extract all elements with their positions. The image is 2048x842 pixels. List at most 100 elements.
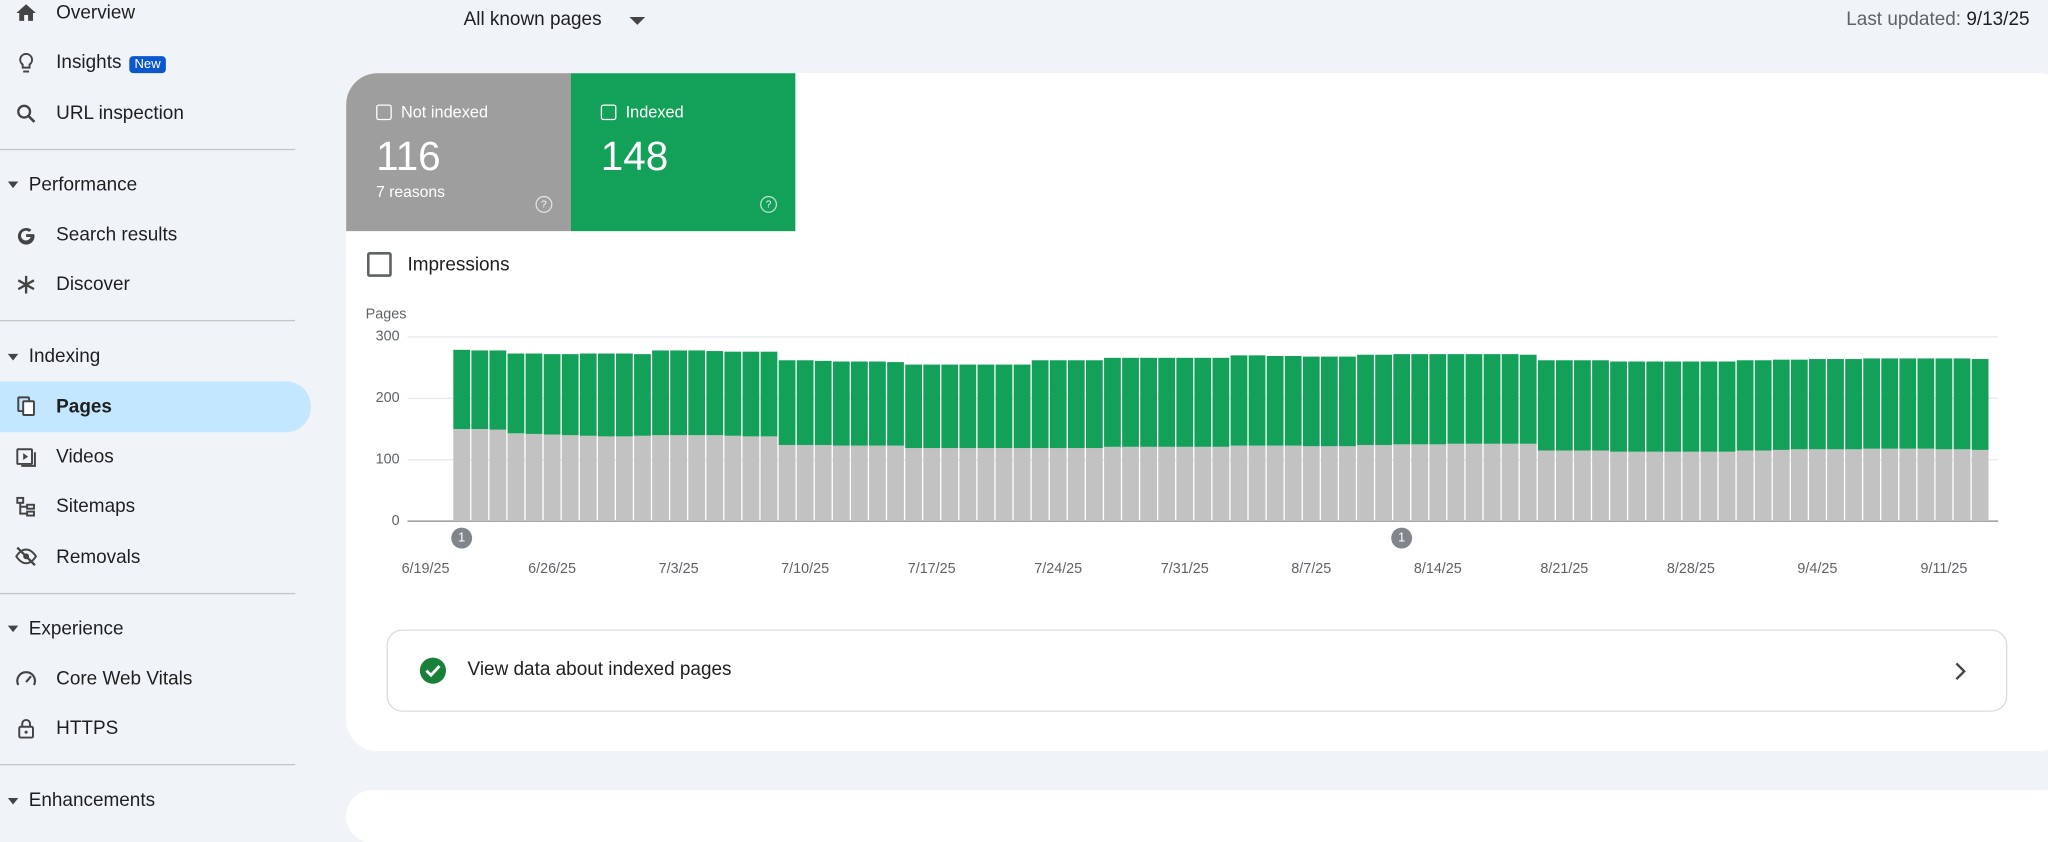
nav-item[interactable]: Insights New: [0, 38, 311, 88]
card-value: 148: [600, 133, 669, 179]
bar-segment: [1158, 357, 1176, 447]
bar-segment: [959, 448, 977, 522]
nav-label-text: Search results: [56, 224, 178, 246]
bar-segment: [1085, 448, 1103, 522]
bar-segment: [1953, 358, 1971, 450]
nav-label: Videos: [56, 447, 114, 468]
bar-segment: [724, 435, 742, 522]
bar-segment: [507, 353, 525, 434]
bar-segment: [561, 354, 579, 436]
bar-segment: [1610, 361, 1627, 452]
nav-icon: [15, 547, 38, 567]
indexed-card[interactable]: Indexed 148 ?: [570, 73, 796, 232]
nav-item[interactable]: Removals: [0, 532, 311, 582]
y-tick-label: 300: [376, 329, 400, 345]
not-indexed-card[interactable]: Not indexed 116 7 reasons ?: [346, 73, 571, 232]
impressions-toggle[interactable]: Impressions: [366, 252, 510, 277]
bar-segment: [1501, 443, 1519, 522]
bar-segment: [1881, 358, 1899, 449]
bar-segment: [1194, 357, 1212, 447]
report-card: Not indexed 116 7 reasons ? Indexed 148 …: [346, 73, 2048, 751]
bar-segment: [525, 353, 543, 434]
bar-segment: [561, 435, 579, 522]
nav-label: Sitemaps: [56, 497, 135, 518]
bar-segment: [1049, 360, 1067, 449]
bar-segment: [1881, 448, 1899, 522]
bar-segment: [688, 350, 706, 436]
bar-segment: [923, 364, 941, 449]
checkbox: [600, 104, 617, 121]
bar-segment: [1772, 449, 1790, 522]
nav-item[interactable]: Overview: [0, 0, 311, 38]
nav-section[interactable]: Experience: [0, 604, 311, 654]
bar-segment: [1104, 357, 1121, 447]
indexed-pages-link[interactable]: View data about indexed pages: [386, 629, 2008, 712]
bar-segment: [1899, 448, 1917, 522]
bar-segment: [1917, 358, 1935, 449]
nav-label-text: Overview: [56, 2, 136, 24]
bar-segment: [1827, 449, 1844, 522]
bar-segment: [760, 351, 778, 437]
bar-segment: [1628, 361, 1646, 452]
nav-label-text: Insights: [56, 52, 122, 74]
bar-segment: [796, 360, 814, 445]
nav-item[interactable]: Discover: [0, 260, 311, 310]
divider: [0, 592, 296, 594]
bar-segment: [941, 364, 959, 449]
sidebar: Overview Insights New URL inspection Perform…: [0, 0, 311, 826]
nav-item[interactable]: HTTPS: [0, 704, 311, 754]
bar-segment: [1971, 359, 1989, 450]
nav-item[interactable]: Search results: [0, 210, 311, 260]
help-icon[interactable]: ?: [760, 195, 778, 213]
viewport: Overview Insights New URL inspection Perform…: [0, 3, 2048, 842]
nav-icon: [17, 227, 35, 245]
bar-segment: [1248, 355, 1266, 446]
nav-section[interactable]: Enhancements: [0, 776, 311, 826]
nav-section[interactable]: Indexing: [0, 332, 311, 382]
nav-label-text: Discover: [56, 274, 130, 296]
x-tick-label: 6/19/25: [402, 561, 450, 577]
nav-label-text: Sitemaps: [56, 496, 136, 518]
bar-segment: [1140, 357, 1157, 447]
caret: [7, 625, 19, 633]
bar-segment: [1790, 359, 1808, 450]
bar-segment: [1519, 443, 1537, 522]
card-title: Indexed: [625, 103, 684, 122]
nav-label-text: Removals: [56, 546, 141, 568]
chevron-icon: [1955, 662, 1966, 680]
filter-dropdown[interactable]: All known pages: [464, 9, 646, 30]
nav-label-text: Videos: [56, 446, 114, 468]
nav-label-text: URL inspection: [56, 102, 184, 124]
section-title: Enhancements: [28, 790, 156, 812]
bar-segment: [1194, 446, 1212, 522]
nav-item[interactable]: Sitemaps: [0, 482, 311, 532]
nav-icon: [18, 718, 34, 739]
nav-section[interactable]: Performance: [0, 160, 311, 210]
bar-segment: [543, 434, 561, 522]
x-tick-label: 7/24/25: [1034, 561, 1082, 577]
bar-segment: [887, 362, 904, 446]
bar-segment: [832, 445, 850, 522]
divider: [0, 764, 296, 766]
bar-segment: [1863, 448, 1881, 522]
bar-segment: [1429, 444, 1447, 522]
bar-segment: [1754, 450, 1772, 522]
nav-item[interactable]: Pages: [0, 381, 311, 433]
x-tick-label: 7/10/25: [781, 561, 829, 577]
bar-segment: [1302, 446, 1320, 522]
next-card: [346, 790, 2048, 842]
card-title: Not indexed: [400, 103, 489, 122]
nav-item[interactable]: URL inspection: [0, 88, 311, 138]
bar-segment: [1917, 448, 1935, 522]
nav-icon: [16, 447, 36, 467]
bar-segment: [1393, 354, 1411, 445]
annotation-marker: [451, 527, 473, 549]
bar-segment: [1375, 354, 1392, 445]
nav-item[interactable]: Core Web Vitals: [0, 654, 311, 704]
x-tick-label: 7/31/25: [1161, 561, 1209, 577]
help-icon[interactable]: ?: [535, 195, 553, 213]
nav-item[interactable]: Videos: [0, 432, 311, 482]
bar-segment: [1754, 360, 1772, 451]
